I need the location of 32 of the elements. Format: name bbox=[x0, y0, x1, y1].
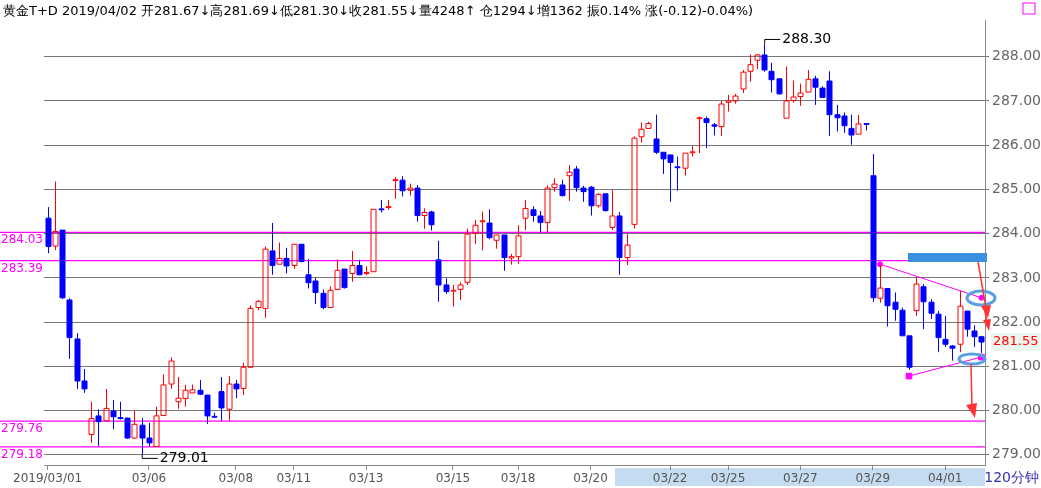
x-tick-label: 04/01 bbox=[927, 471, 963, 486]
x-tick-label: 2019/03/01 bbox=[13, 471, 83, 486]
x-tick-label: 03/15 bbox=[435, 471, 471, 486]
ref-line-label: 284.03 bbox=[1, 232, 43, 247]
x-tick-label: 03/20 bbox=[573, 471, 608, 486]
x-tick-label: 03/06 bbox=[131, 471, 167, 486]
ref-line-label: 279.76 bbox=[1, 421, 43, 436]
y-tick-label: 288.00 bbox=[992, 47, 1041, 64]
y-tick-label: 279.00 bbox=[992, 445, 1041, 462]
y-tick-label: 281.00 bbox=[992, 357, 1041, 373]
annotation: 279.01 bbox=[159, 449, 209, 466]
x-tick-label: 03/11 bbox=[276, 471, 312, 486]
y-tick-label: 282.00 bbox=[992, 312, 1041, 329]
text: 281.55 bbox=[993, 333, 1039, 349]
ref-line-label: 279.18 bbox=[1, 446, 43, 461]
y-tick-label: 285.00 bbox=[992, 180, 1041, 197]
x-tick-label: 03/25 bbox=[710, 471, 746, 486]
x-tick-label: 03/13 bbox=[348, 471, 384, 486]
ref-line-label: 283.39 bbox=[1, 260, 43, 275]
y-tick-label: 286.00 bbox=[992, 135, 1041, 152]
x-tick-label: 03/18 bbox=[500, 471, 536, 486]
y-tick-label: 284.00 bbox=[992, 224, 1041, 241]
x-tick-label: 03/08 bbox=[218, 471, 254, 486]
y-tick-label: 283.00 bbox=[992, 268, 1041, 285]
x-tick-label: 03/27 bbox=[783, 471, 818, 486]
x-tick-label: 03/22 bbox=[652, 471, 688, 486]
annotation: 288.30 bbox=[782, 30, 832, 47]
chart-title: 黄金T+D 2019/04/02 开281.67↓高281.69↓低281.30↓收281.55↓量4248↑ 仓1294↓增1362 振0.14% 涨(-0.12)-0.04%) bbox=[3, 2, 754, 20]
y-tick-label: 287.00 bbox=[992, 91, 1041, 108]
x-tick-label: 03/29 bbox=[855, 471, 891, 486]
y-tick-label: 280.00 bbox=[992, 401, 1041, 418]
text: 120分钟 bbox=[984, 468, 1039, 485]
